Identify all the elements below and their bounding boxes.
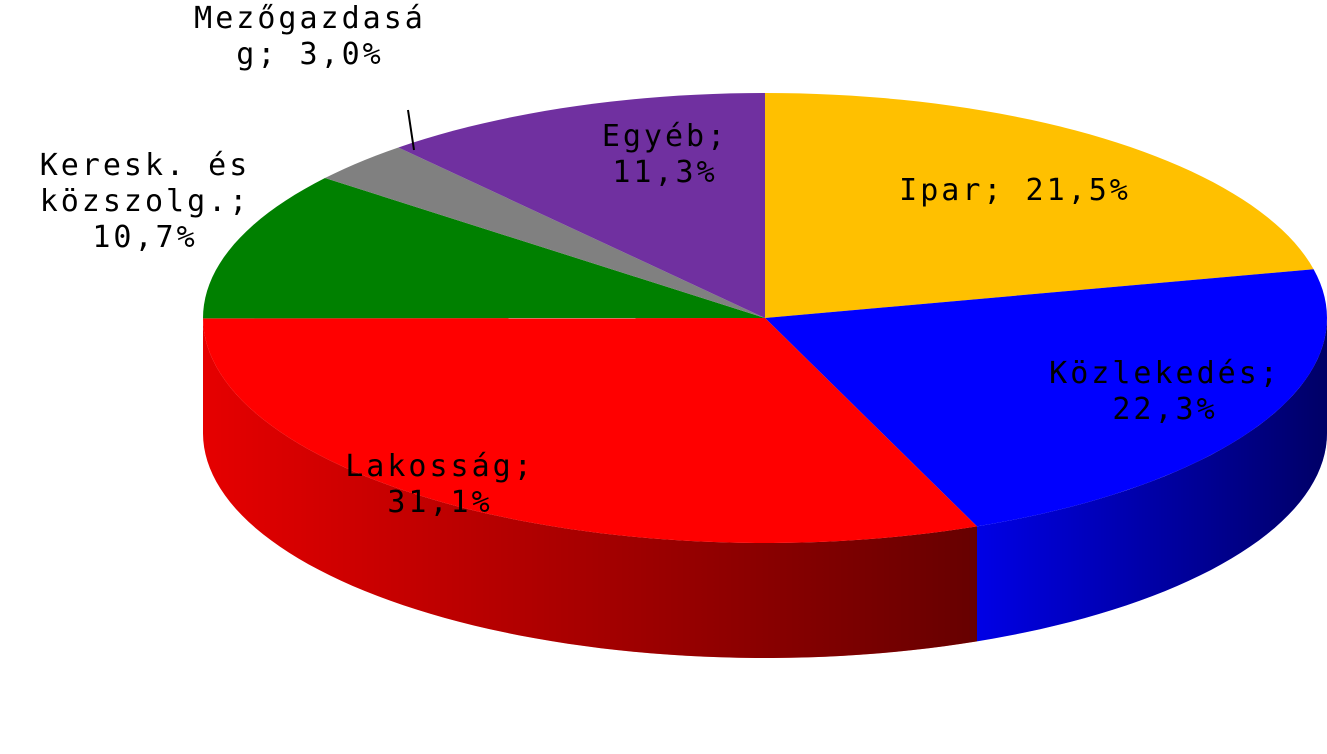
slice-side-shade [203,318,978,658]
pie-tops [203,93,1327,543]
data-label: Keresk. és közszolg.; 10,7% [40,148,251,255]
slice [203,318,978,543]
data-label: Egyéb; 11,3% [602,119,728,190]
slice [765,93,1314,318]
slice-side-shade [977,318,1327,642]
leader-line [407,109,415,151]
slice [324,147,765,318]
pie-sides [203,318,1327,658]
slice [398,93,765,318]
data-label: Mezőgazdasá g; 3,0% [194,1,426,72]
data-label: Ipar; 21,5% [899,173,1131,208]
slice [203,178,765,319]
labels: Ipar; 21,5% Közlekedés; 22,3% Lakosság; 31,1… [40,1,1281,520]
slice [765,269,1327,527]
data-label: Lakosság; 31,1% [345,449,535,520]
data-label: Közlekedés; 22,3% [1049,356,1281,427]
